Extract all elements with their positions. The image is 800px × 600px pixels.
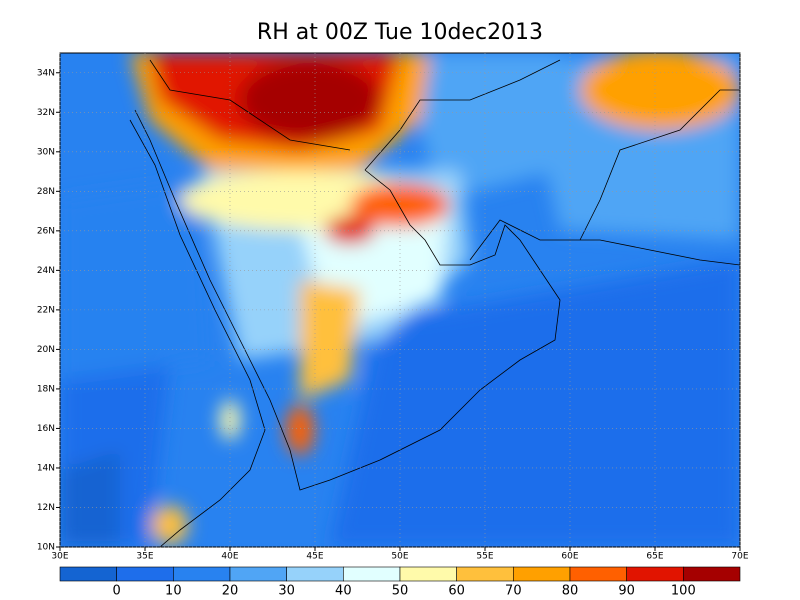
colorbar-label: 70: [505, 584, 522, 599]
colorbar-label: 20: [222, 584, 239, 599]
lat-tick-label: 14N: [37, 463, 55, 473]
colorbar-label: 90: [618, 584, 635, 599]
colorbar-label: 60: [448, 584, 465, 599]
colorbar-swatch: [626, 566, 684, 582]
lon-tick-label: 55E: [476, 552, 493, 562]
lon-tick-label: 50E: [391, 552, 408, 562]
lat-tick-label: 32N: [37, 108, 55, 118]
colorbar-swatch: [116, 566, 174, 582]
lat-tick-label: 24N: [37, 266, 55, 276]
lat-tick-label: 30N: [37, 147, 55, 157]
title: RH at 00Z Tue 10dec2013: [257, 20, 543, 45]
lat-tick-label: 28N: [37, 187, 55, 197]
colorbar-swatch: [59, 566, 117, 582]
colorbar-swatch: [569, 566, 627, 582]
lon-tick-label: 70E: [731, 552, 748, 562]
lat-tick-label: 20N: [37, 345, 55, 355]
colorbar-swatch: [399, 566, 457, 582]
lat-tick-label: 18N: [37, 384, 55, 394]
lon-tick-label: 45E: [306, 552, 323, 562]
colorbar-label: 80: [562, 584, 579, 599]
lat-tick-label: 34N: [37, 68, 55, 78]
rh-field: [60, 53, 740, 547]
colorbar-swatch: [456, 566, 514, 582]
colorbar-label: 10: [165, 584, 182, 599]
lat-tick-label: 26N: [37, 226, 55, 236]
colorbar-swatch: [683, 566, 741, 582]
lon-tick-label: 30E: [51, 552, 68, 562]
lat-tick-label: 10N: [37, 543, 55, 553]
colorbar-swatch: [173, 566, 231, 582]
colorbar-swatch: [513, 566, 571, 582]
lat-tick-label: 22N: [37, 305, 55, 315]
colorbar-swatch: [343, 566, 401, 582]
colorbar-label: 100: [671, 584, 696, 599]
lon-tick-label: 60E: [561, 552, 578, 562]
colorbar-label: 30: [278, 584, 295, 599]
colorbar-label: 40: [335, 584, 352, 599]
colorbar-label: 50: [392, 584, 409, 599]
colorbar-swatch: [286, 566, 344, 582]
lon-tick-label: 35E: [136, 552, 153, 562]
lat-tick-label: 16N: [37, 424, 55, 434]
lat-tick-label: 12N: [37, 503, 55, 513]
lon-tick-label: 65E: [646, 552, 663, 562]
colorbar-label: 0: [113, 584, 121, 599]
colorbar-swatch: [229, 566, 287, 582]
lon-tick-label: 40E: [221, 552, 238, 562]
